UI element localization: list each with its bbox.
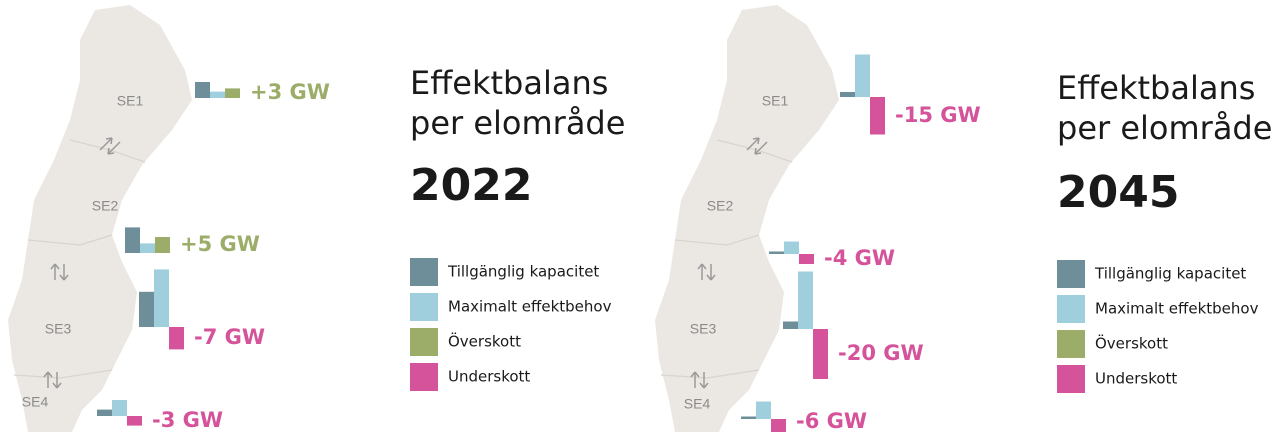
demand-bar [112,400,127,416]
demand-bar [756,401,771,419]
legend-label: Underskott [448,368,530,386]
demand-bar [140,243,155,253]
legend-label: Maximalt effektbehov [448,298,612,316]
demand-bar [798,271,813,329]
capacity-bar [125,227,140,253]
balance-label: -3 GW [152,408,223,432]
region-name: SE2 [707,198,734,214]
year: 2022 [410,160,532,211]
balance-bar [771,419,786,432]
legend-swatch [410,293,438,321]
legend-swatch [1057,260,1085,288]
legend-swatch [410,328,438,356]
region-name: SE3 [690,321,717,337]
region-name: SE4 [22,394,49,410]
capacity-bar [97,409,112,416]
balance-label: +3 GW [250,80,330,104]
balance-bar [127,416,142,426]
demand-bar [154,269,169,327]
balance-label: -15 GW [895,103,981,127]
balance-bar [155,237,170,253]
legend-label: Maximalt effektbehov [1095,300,1259,318]
capacity-bar [195,82,210,98]
balance-bar [225,88,240,98]
region-name: SE2 [92,198,119,214]
legend-label: Tillgänglig kapacitet [1094,265,1246,283]
region-name: SE1 [117,93,144,109]
balance-label: -7 GW [194,325,265,349]
demand-bar [784,241,799,254]
legend-label: Underskott [1095,370,1177,388]
demand-bar [855,54,870,97]
region-name: SE3 [45,321,72,337]
legend-label: Överskott [1095,334,1168,353]
region-name: SE4 [684,396,711,412]
title: per elområde [1057,109,1272,147]
map [654,4,840,432]
balance-label: -4 GW [824,246,895,270]
capacity-bar [840,92,855,97]
capacity-bar [769,251,784,254]
balance-bar [169,327,184,350]
legend-swatch [410,258,438,286]
legend-label: Tillgänglig kapacitet [447,263,599,281]
legend-swatch [1057,295,1085,323]
balance-label: -20 GW [838,341,924,365]
legend-label: Överskott [448,332,521,351]
capacity-bar [139,291,154,327]
legend-swatch [410,363,438,391]
title: Effektbalans [1057,69,1255,107]
year: 2045 [1057,167,1179,218]
region-name: SE1 [762,93,789,109]
balance-bar [813,329,828,379]
title: per elområde [410,104,625,142]
map [7,4,193,432]
balance-bar [799,254,814,264]
legend-swatch [1057,365,1085,393]
balance-label: -6 GW [796,409,867,432]
balance-label: +5 GW [180,232,260,256]
legend-swatch [1057,330,1085,358]
demand-bar [210,91,225,98]
capacity-bar [783,321,798,329]
title: Effektbalans [410,64,608,102]
capacity-bar [741,416,756,419]
balance-bar [870,97,885,135]
